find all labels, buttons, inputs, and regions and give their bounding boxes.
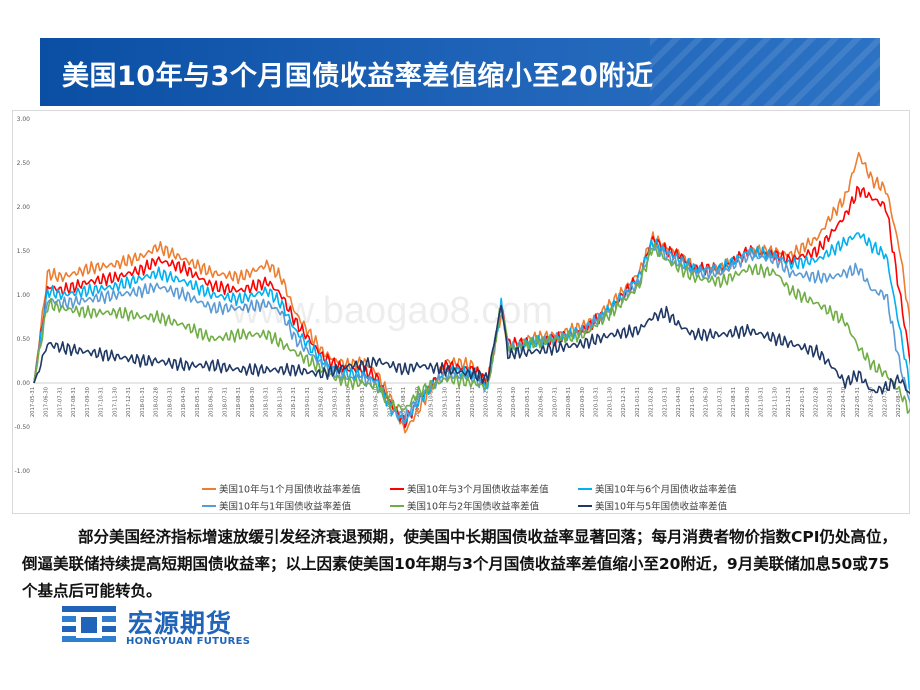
x-tick-label: 2018-07-31 [222,387,228,417]
chart-frame [12,110,910,514]
title-banner [40,38,880,106]
logo-subtitle: HONGYUAN FUTURES [126,636,251,647]
series-line [33,242,910,415]
x-tick-label: 2017-07-31 [57,387,63,417]
legend-label: 美国10年与3个月国债收益率差值 [407,484,549,496]
x-tick-label: 2017-11-30 [112,387,118,417]
x-tick-label: 2020-01-31 [470,387,476,417]
x-tick-label: 2019-11-30 [442,387,448,417]
x-tick-label: 2018-08-31 [236,387,242,417]
x-tick-label: 2020-04-30 [511,387,517,417]
x-tick-label: 2020-08-31 [566,387,572,417]
series-line [33,151,910,434]
x-tick-label: 2020-09-30 [580,387,586,417]
x-tick-label: 2017-09-30 [85,387,91,417]
legend-label: 美国10年与5年国债收益率差值 [595,501,728,513]
x-tick-label: 2018-11-30 [277,387,283,417]
x-tick-label: 2020-02-29 [484,387,490,417]
y-tick-label: -0.50 [14,424,30,431]
x-tick-label: 2019-05-31 [360,387,366,417]
series-line [33,232,910,425]
x-tick-label: 2018-12-31 [291,387,297,417]
x-tick-label: 2018-03-31 [167,387,173,417]
x-tick-label: 2018-06-30 [209,387,215,417]
x-tick-label: 2020-07-31 [552,387,558,417]
x-tick-label: 2019-12-31 [456,387,462,417]
x-tick-label: 2018-01-31 [140,387,146,417]
x-tick-label: 2020-03-31 [497,387,503,417]
x-tick-label: 2021-02-28 [649,387,655,417]
company-logo: 宏源期货 HONGYUAN FUTURES [60,602,270,652]
slide-title: 美国10年与3个月国债收益率差值缩小至20附近 [62,61,654,92]
x-tick-label: 2019-02-28 [319,387,325,417]
banner-stripes [650,38,880,106]
x-tick-label: 2022-08-31 [896,387,902,417]
x-tick-label: 2021-01-31 [635,387,641,417]
legend-label: 美国10年与2年国债收益率差值 [407,501,540,513]
x-tick-label: 2019-04-30 [346,387,352,417]
body-paragraph: 部分美国经济指标增速放缓引发经济衰退预期，使美国中长期国债收益率显著回落；每月消… [22,528,898,600]
x-tick-label: 2022-05-31 [855,387,861,417]
x-tick-label: 2022-02-28 [814,387,820,417]
y-tick-label: 1.50 [17,248,31,255]
x-tick-label: 2018-04-30 [181,387,187,417]
x-tick-label: 2022-04-30 [841,387,847,417]
x-tick-label: 2017-12-31 [126,387,132,417]
x-tick-label: 2021-11-30 [772,387,778,417]
x-tick-label: 2022-03-31 [827,387,833,417]
x-tick-label: 2021-10-31 [759,387,765,417]
x-tick-label: 2017-05-31 [30,387,36,417]
x-tick-label: 2018-05-31 [195,387,201,417]
x-tick-label: 2021-05-31 [690,387,696,417]
x-tick-label: 2019-08-31 [401,387,407,417]
y-tick-label: 3.00 [17,116,31,123]
x-tick-label: 2021-03-31 [662,387,668,417]
x-tick-label: 2021-12-31 [786,387,792,417]
y-tick-label: -1.00 [14,468,30,475]
y-tick-label: 1.00 [17,292,31,299]
logo-name: 宏源期货 [128,609,233,638]
series-line [33,304,910,395]
x-tick-label: 2017-10-31 [99,387,105,417]
x-tick-label: 2019-01-31 [305,387,311,417]
x-tick-label: 2021-09-30 [745,387,751,417]
x-tick-label: 2019-10-31 [429,387,435,417]
x-tick-label: 2022-07-31 [882,387,888,417]
x-tick-label: 2018-09-30 [250,387,256,417]
y-tick-label: 2.50 [17,160,31,167]
x-tick-label: 2020-10-31 [594,387,600,417]
watermark: www.baogao8.com [232,290,554,332]
x-tick-label: 2019-03-31 [332,387,338,417]
legend-label: 美国10年与6个月国债收益率差值 [595,484,737,496]
yield-spread-chart: 3.00 2.50 2.00 1.50 1.00 0.50 0.00 -0.50 -1.00 20… [14,116,910,513]
x-tick-label: 2020-12-31 [621,387,627,417]
x-tick-label: 2018-02-28 [154,387,160,417]
x-tick-label: 2020-06-30 [539,387,545,417]
y-tick-label: 0.00 [17,380,31,387]
x-tick-label: 2021-04-30 [676,387,682,417]
x-tick-label: 2021-08-31 [731,387,737,417]
x-tick-label: 2022-01-31 [800,387,806,417]
y-tick-label: 0.50 [17,336,31,343]
x-tick-label: 2021-06-30 [704,387,710,417]
legend-label: 美国10年与1年国债收益率差值 [219,501,352,513]
x-tick-label: 2018-10-31 [264,387,270,417]
x-tick-label: 2020-05-31 [525,387,531,417]
x-tick-label: 2019-06-30 [374,387,380,417]
x-tick-label: 2017-08-31 [71,387,77,417]
x-tick-label: 2022-06-30 [869,387,875,417]
x-tick-label: 2020-11-30 [607,387,613,417]
x-tick-label: 2021-07-31 [717,387,723,417]
legend-label: 美国10年与1个月国债收益率差值 [219,484,361,496]
hongyuan-logo-icon [62,606,116,642]
x-tick-label: 2017-06-30 [44,387,50,417]
y-tick-label: 2.00 [17,204,31,211]
